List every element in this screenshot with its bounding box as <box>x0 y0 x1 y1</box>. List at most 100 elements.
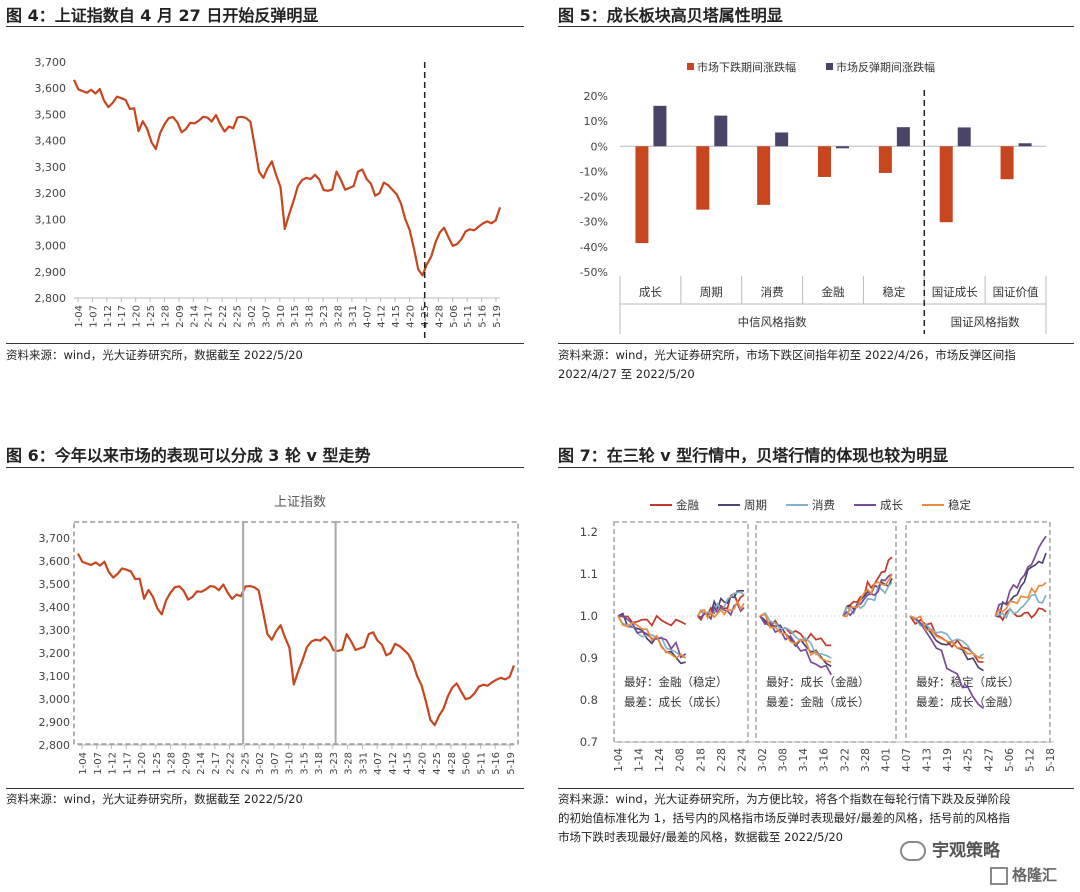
fig5-bar-down <box>939 146 953 223</box>
fig6-ytick-label: 3,500 <box>39 578 71 591</box>
fig7-xtick-label: 4-13 <box>922 748 934 772</box>
fig4-xtick-label: 2-09 <box>175 305 186 328</box>
fig7-series-line <box>843 573 893 618</box>
fig4-xtick-label: 4-07 <box>362 305 373 328</box>
fig7-series-line <box>995 593 1047 620</box>
fig7-xtick-label: 3-14 <box>798 748 810 772</box>
fig6-xtick-label: 4-28 <box>447 752 458 775</box>
fig7-chart: 金融 周期 消费 成长 稳定 1.2 1.1 1.0 0.9 0.8 0.7 1-04 1-14 1-24… <box>580 498 1057 772</box>
watermark-gelonghui: 格隆汇 <box>990 864 1057 885</box>
fig5-bottom-rule <box>558 343 1074 344</box>
fig6-ytick-label: 2,800 <box>39 739 71 752</box>
fig6-ytick-label: 3,400 <box>39 601 71 614</box>
fig7-xtick-label: 1-24 <box>654 748 666 772</box>
fig5-bar-up <box>714 115 728 147</box>
fig7-xtick-label: 4-07 <box>901 748 913 772</box>
fig5-category-label: 稳定 <box>882 285 905 299</box>
fig5-bar-down <box>696 146 710 210</box>
fig4-xtick-label: 3-31 <box>348 305 359 328</box>
fig7-round-box <box>905 521 1051 743</box>
fig6-ytick-label: 3,600 <box>39 555 71 568</box>
fig5-source-line2: 2022/4/27 至 2022/5/20 <box>558 367 695 381</box>
fig5-bar-up <box>775 132 789 147</box>
fig5-title: 图 5：成长板块高贝塔属性明显 <box>558 6 783 25</box>
fig5-bar-down <box>635 146 649 244</box>
fig7-xtick-label: 3-08 <box>778 748 790 772</box>
fig5-bar-down <box>818 146 831 177</box>
fig7-series-line <box>994 581 1047 617</box>
fig4-xtick-label: 4-12 <box>377 305 388 328</box>
fig4-ytick-label: 3,300 <box>35 161 67 174</box>
fig4-xtick-label: 1-20 <box>132 305 143 328</box>
fig4-xtick-label: 4-28 <box>434 305 445 328</box>
fig6-xtick-label: 1-25 <box>152 752 163 775</box>
fig5-bar-up <box>653 105 667 147</box>
fig4-ytick-label: 3,100 <box>35 213 67 226</box>
fig5-bar-down <box>757 146 771 205</box>
fig7-series-line <box>909 615 984 659</box>
fig6-xtick-label: 2-14 <box>196 752 207 775</box>
fig4-xtick-label: 2-22 <box>218 305 229 328</box>
fig6-xtick-label: 3-23 <box>329 752 340 775</box>
fig6-xtick-label: 4-15 <box>403 752 414 775</box>
fig4-bottom-rule <box>6 343 524 344</box>
fig6-source: 资料来源：wind，光大证券研究所，数据截至 2022/5/20 <box>6 792 303 806</box>
fig7-ytick-label: 0.8 <box>580 693 598 707</box>
fig6-ytick-label: 3,000 <box>39 693 71 706</box>
fig4-title: 图 4：上证指数自 4 月 27 日开始反弹明显 <box>6 6 319 25</box>
fig7-source: 资料来源：wind，光大证券研究所，为方便比较，将各个指数在每轮行情下跌及反弹阶… <box>558 790 1011 847</box>
fig6-xtick-label: 3-31 <box>358 752 369 775</box>
fig7-source-line3: 市场下跌时表现最好/最差的风格，数据截至 2022/5/20 <box>558 830 843 844</box>
fig7-series-line <box>909 615 984 659</box>
fig7-xtick-label: 4-19 <box>942 748 954 772</box>
fig6-xtick-label: 2-09 <box>181 752 192 775</box>
fig4-xtick-label: 2-25 <box>233 305 244 328</box>
fig7-ytick-label: 1.1 <box>580 567 598 581</box>
fig7-xtick-label: 1-14 <box>634 748 646 772</box>
fig7-series-line <box>696 599 745 620</box>
fig5-bar-up <box>836 146 849 149</box>
fig7-series-line <box>617 615 687 659</box>
fig4-chart: 2,800 2,900 3,000 3,100 3,200 3,300 3,400 3,500… <box>35 56 503 340</box>
fig6-xtick-label: 3-15 <box>299 752 310 775</box>
fig5-bar-down <box>1000 146 1014 180</box>
fig5-category-label: 成长 <box>639 285 662 299</box>
fig4-xtick-label: 5-19 <box>492 305 503 328</box>
fig7-xtick-label: 1-04 <box>613 748 625 772</box>
fig7-xtick-label: 5-12 <box>1024 748 1036 772</box>
fig7-ytick-label: 1.0 <box>580 609 598 623</box>
fig5-title-rule <box>558 26 1074 27</box>
fig4-ytick-label: 3,000 <box>35 240 67 253</box>
fig4-ytick-label: 3,600 <box>35 82 67 95</box>
fig4-xtick-label: 3-07 <box>261 305 272 328</box>
fig7-xtick-label: 3-22 <box>839 748 851 772</box>
fig4-xtick-label: 4-15 <box>391 305 402 328</box>
fig4-ytick-label: 3,400 <box>35 135 67 148</box>
fig7-ytick-label: 0.9 <box>580 651 598 665</box>
fig7-xtick-label: 3-28 <box>860 748 872 772</box>
fig6-ytick-label: 3,700 <box>39 532 71 545</box>
fig6-ytick-label: 2,900 <box>39 716 71 729</box>
fig6-round-box <box>242 521 337 745</box>
fig6-index-line <box>77 553 516 727</box>
fig4-title-rule <box>6 26 524 27</box>
gelonghui-icon <box>990 866 1008 885</box>
fig4-xtick-label: 4-20 <box>406 305 417 328</box>
fig4-ytick-label: 3,200 <box>35 187 67 200</box>
fig4-xtick-label: 1-28 <box>160 305 171 328</box>
fig6-xtick-label: 3-18 <box>314 752 325 775</box>
fig5-ytick-label: 0% <box>591 140 608 153</box>
fig7-series-line <box>842 581 893 617</box>
fig7-legend-label: 消费 <box>812 498 835 512</box>
fig6-xtick-label: 3-07 <box>270 752 281 775</box>
fig7-best-note: 最好：成长（金融） <box>766 675 870 689</box>
watermark-wechat: 宇观策略 <box>900 836 1000 861</box>
fig7-xtick-label: 5-06 <box>1004 748 1016 772</box>
fig6-xtick-label: 5-11 <box>476 752 487 775</box>
fig4-xtick-label: 1-17 <box>117 305 128 328</box>
fig7-series-line <box>994 535 1047 617</box>
fig7-best-note: 最好：金融（稳定） <box>624 675 728 689</box>
fig7-series-line <box>842 573 893 617</box>
fig5-category-label: 金融 <box>822 285 845 299</box>
fig5-bar-up <box>1018 143 1032 147</box>
